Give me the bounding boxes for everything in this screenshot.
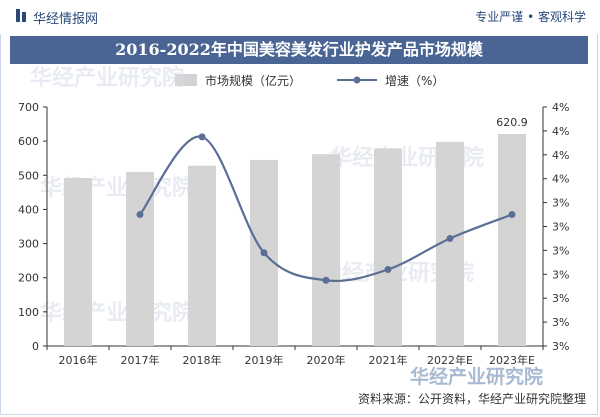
x-axis-tick-label: 2023年E xyxy=(489,353,535,367)
growth-point xyxy=(508,211,516,219)
top-bar: 华经情报网 专业严谨 • 客观科学 xyxy=(0,0,600,34)
right-axis-tick-label: 3% xyxy=(552,197,569,210)
bar xyxy=(498,134,526,346)
legend-line-label: 增速（%） xyxy=(385,74,445,88)
legend-bar-swatch xyxy=(175,74,197,86)
watermark: 华经产业研究院 xyxy=(30,66,185,91)
right-axis-tick-label: 3% xyxy=(552,316,569,329)
growth-point xyxy=(384,266,392,274)
left-axis-tick-label: 400 xyxy=(18,203,39,216)
bar xyxy=(188,165,216,346)
bar xyxy=(312,154,340,346)
right-axis-tick-label: 3% xyxy=(552,292,569,305)
right-axis-tick-label: 3% xyxy=(552,221,569,234)
left-axis-tick-label: 100 xyxy=(18,306,39,319)
right-axis-tick-label: 3% xyxy=(552,340,569,353)
right-axis-tick-label: 4% xyxy=(552,101,569,114)
x-axis-tick-label: 2016年 xyxy=(59,353,98,367)
bar xyxy=(64,178,92,346)
right-axis-tick-label: 3% xyxy=(552,268,569,281)
legend-line-swatch xyxy=(337,76,377,84)
left-axis-tick-label: 600 xyxy=(18,135,39,148)
slogan: 专业严谨 • 客观科学 xyxy=(475,10,586,24)
growth-point xyxy=(136,211,144,219)
left-axis-tick-label: 300 xyxy=(18,238,39,251)
growth-point xyxy=(322,276,330,284)
x-axis-tick-label: 2022年E xyxy=(427,353,473,367)
chart-title: 2016-2022年中国美容美发行业护发产品市场规模 xyxy=(115,40,483,59)
x-axis-tick-label: 2018年 xyxy=(183,353,222,367)
growth-point xyxy=(260,249,268,257)
x-axis-tick-label: 2017年 xyxy=(121,353,160,367)
bar xyxy=(374,148,402,346)
brand-logo-icon xyxy=(16,9,26,22)
bar-data-label: 620.9 xyxy=(496,116,528,129)
right-axis-tick-label: 3% xyxy=(552,244,569,257)
x-axis-tick-label: 2020年 xyxy=(307,353,346,367)
title-bar: 2016-2022年中国美容美发行业护发产品市场规模 xyxy=(10,36,588,64)
left-axis-tick-label: 500 xyxy=(18,169,39,182)
left-axis-tick-label: 200 xyxy=(18,272,39,285)
source-note: 资料来源：公开资料，华经产业研究院整理 xyxy=(357,392,586,406)
growth-point xyxy=(198,133,206,141)
left-axis-tick-label: 0 xyxy=(32,340,39,353)
growth-point xyxy=(446,234,454,242)
left-axis-tick-label: 700 xyxy=(18,101,39,114)
brand-name: 华经情报网 xyxy=(33,12,99,27)
right-axis-tick-label: 4% xyxy=(552,173,569,186)
footer-logo-text: 华经产业研究院 xyxy=(410,366,544,388)
right-axis-tick-label: 4% xyxy=(552,149,569,162)
x-axis-tick-label: 2021年 xyxy=(369,353,408,367)
x-axis-tick-label: 2019年 xyxy=(245,353,284,367)
legend-bar-label: 市场规模（亿元） xyxy=(205,74,302,88)
right-axis-tick-label: 4% xyxy=(552,125,569,138)
